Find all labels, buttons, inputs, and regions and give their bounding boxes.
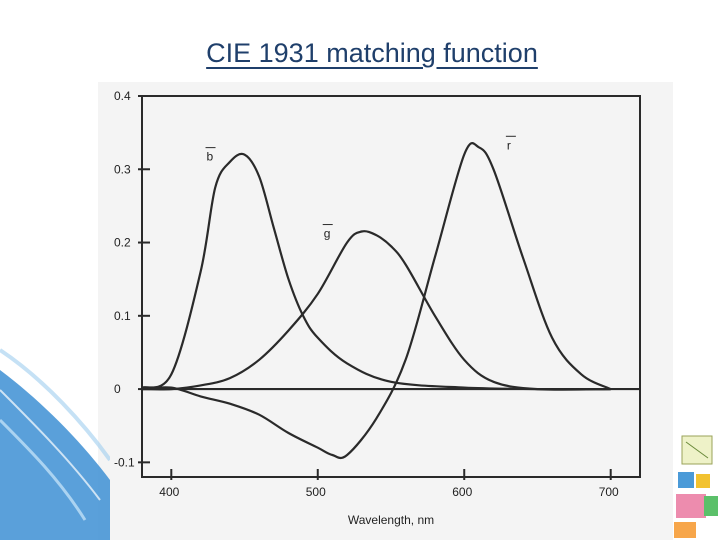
series-label-g: g xyxy=(324,227,331,241)
x-tick-label: 500 xyxy=(306,485,326,499)
colorful-cubes-decoration xyxy=(674,435,718,538)
blue-swoosh-decoration xyxy=(0,348,110,540)
y-tick-label: 0.1 xyxy=(114,309,131,323)
series-label-b: b xyxy=(207,150,214,164)
plot-frame xyxy=(141,95,641,478)
slide-title: CIE 1931 matching function xyxy=(206,38,538,68)
y-tick-label: 0 xyxy=(114,382,121,396)
x-axis-label: Wavelength, nm xyxy=(348,513,434,527)
chart-scan-background xyxy=(98,82,673,540)
x-tick-label: 700 xyxy=(599,485,619,499)
x-tick-label: 600 xyxy=(452,485,472,499)
y-tick-label: 0.3 xyxy=(114,162,131,176)
series-line-b xyxy=(141,152,611,391)
y-tick-label: -0.1 xyxy=(114,455,135,469)
color-matching-chart: -0.1 0 0.1 0.2 0.3 0.4 400 500 600 700 Wavelength,… xyxy=(114,89,641,527)
series-line-r xyxy=(141,142,612,460)
series-label-r: r xyxy=(507,138,511,152)
y-tick-label: 0.4 xyxy=(114,89,131,103)
y-tick-label: 0.2 xyxy=(114,236,131,250)
series-line-g xyxy=(141,230,611,391)
x-tick-label: 400 xyxy=(159,485,179,499)
